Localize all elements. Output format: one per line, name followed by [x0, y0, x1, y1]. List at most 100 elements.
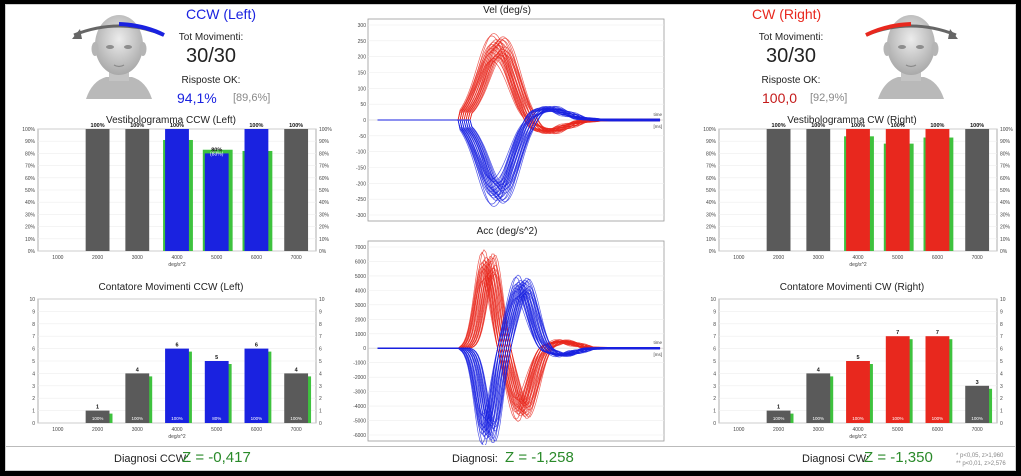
x-tick-label: 3000 [132, 427, 143, 433]
y-tick-label-right: 0 [319, 421, 322, 427]
tot-movimenti-value-left: 30/30 [185, 45, 237, 67]
bar-top-label: 100% [891, 123, 905, 129]
x-tick-label: 4000 [852, 255, 863, 261]
head-icon-right [865, 15, 958, 99]
bar-top-label: 7 [936, 330, 939, 336]
x-tick-label: 4000 [852, 427, 863, 433]
x-tick-label: 4000 [171, 255, 182, 261]
diagnosis-z-left: Z = -0,417 [182, 449, 251, 466]
y-tick-label: -250 [356, 197, 366, 203]
bar [846, 361, 870, 423]
bar-bottom-label: 100% [892, 416, 904, 421]
x-tick-label: 3000 [813, 427, 824, 433]
tot-movimenti-label-right: Tot Movimenti: [758, 32, 824, 43]
bar-bottom-label: 80% [212, 416, 221, 421]
diagnosis-z-center: Z = -1,258 [505, 449, 574, 466]
y-tick-label: 4 [713, 371, 716, 377]
bar [925, 129, 950, 251]
vel-chart-title: Vel (deg/s) [483, 5, 531, 16]
bar-top-label: 4 [817, 367, 821, 373]
bar-bottom-label: 100% [852, 416, 864, 421]
y-tick-label: 0% [709, 249, 717, 255]
bar [885, 336, 910, 423]
y-tick-label-right: 90% [1000, 139, 1011, 145]
bar [925, 336, 950, 423]
bar-top-label: 3 [976, 380, 979, 386]
y-tick-label: 30% [25, 212, 36, 218]
risposte-label-right: Risposte OK: [761, 75, 821, 86]
y-tick-label: 3000 [355, 303, 366, 309]
y-tick-label: 0 [32, 421, 35, 427]
y-tick-label-right: 0% [1000, 249, 1008, 255]
bar-top-label: 100% [851, 123, 865, 129]
bar-bottom-label: 100% [92, 416, 104, 421]
y-tick-label: 8 [713, 322, 716, 328]
bar-bottom-label: 100% [971, 416, 983, 421]
y-tick-label: -200 [356, 181, 366, 187]
bar [846, 129, 870, 251]
bar-bottom-label: 100% [290, 416, 302, 421]
bar-top-label: 100% [249, 123, 263, 129]
risposte-value-left: 94,1% [177, 90, 217, 106]
y-tick-label: 6 [32, 347, 35, 353]
y-tick-label-right: 2 [1000, 396, 1003, 402]
bar [885, 129, 910, 251]
risposte-value-right: 100,0 [762, 90, 798, 106]
y-tick-label: 50% [706, 188, 717, 194]
y-tick-label-right: 7 [1000, 334, 1003, 340]
x-tick-label: 7000 [972, 255, 983, 261]
x-tick-label: 5000 [892, 255, 903, 261]
y-tick-label: 3 [713, 384, 716, 390]
x-tick-label: 6000 [251, 427, 262, 433]
bar [125, 129, 150, 251]
bar-bottom-label: 100% [132, 416, 144, 421]
y-tick-label: -150 [356, 166, 366, 172]
y-tick-label-right: 40% [1000, 200, 1011, 206]
y-tick-label: 100% [22, 127, 35, 133]
y-tick-label: 0% [28, 249, 36, 255]
footnote-line-2: ** p<0,01, z>2,576 [956, 461, 1006, 467]
y-tick-label-right: 2 [319, 396, 322, 402]
y-tick-label: 100% [703, 127, 716, 133]
y-tick-label: 300 [358, 23, 367, 29]
y-tick-label: 30% [706, 212, 717, 218]
footer-divider [6, 446, 1015, 447]
y-tick-label-right: 4 [1000, 371, 1003, 377]
bar [204, 361, 229, 423]
y-tick-label: 7 [32, 334, 35, 340]
bar-bottom-label: 100% [773, 416, 785, 421]
y-tick-label-right: 70% [1000, 164, 1011, 170]
vestibologram-title-left: Vestibologramma CCW (Left) [105, 115, 237, 126]
y-tick-label-right: 0 [1000, 421, 1003, 427]
x-tick-label: 6000 [932, 255, 943, 261]
x-tick-label: 6000 [251, 255, 262, 261]
ccw-header: CCW (Left) [186, 6, 256, 22]
bar-top-label: 1 [96, 405, 99, 411]
vestibologram-chart-left: 0% 0% 10% 10% 20% 20% 30% 30% 40% 40% 50% 50% 60% 60%… [22, 123, 332, 268]
y-tick-label: -100 [356, 150, 366, 156]
y-tick-label: -50 [359, 134, 366, 140]
y-tick-label: 1 [713, 409, 716, 415]
time-label: time [653, 112, 662, 117]
counter-title-left: Contatore Movimenti CCW (Left) [98, 282, 244, 293]
bar [806, 373, 831, 423]
y-tick-label: -300 [356, 213, 366, 219]
risposte-secondary-left: [89,6%] [233, 92, 271, 104]
y-tick-label: 20% [25, 225, 36, 231]
y-tick-label-right: 7 [319, 334, 322, 340]
y-tick-label: 60% [25, 176, 36, 182]
significance-footnote: * p<0,05, z>1,960 ** p<0,01, z>2,576 [956, 452, 1006, 468]
y-tick-label: 5 [713, 359, 716, 365]
trace-ccw [377, 106, 661, 207]
y-tick-label: -1000 [353, 361, 366, 367]
y-tick-label: 8 [32, 322, 35, 328]
y-tick-label: 90% [706, 139, 717, 145]
y-tick-label-right: 50% [319, 188, 330, 194]
counter-chart-left: 0 0 1 1 2 2 3 3 4 4 5 5 6 6 7 7 8 8 9 9 10 10 1000 2000 1 100% 300… [29, 297, 324, 440]
y-tick-label-right: 9 [1000, 309, 1003, 315]
y-tick-label: -3000 [353, 390, 366, 396]
bar-top-label: 100% [130, 123, 144, 129]
bar-top-label: 5 [215, 355, 218, 361]
y-tick-label: 3 [32, 384, 35, 390]
y-tick-label-right: 10 [1000, 297, 1006, 303]
